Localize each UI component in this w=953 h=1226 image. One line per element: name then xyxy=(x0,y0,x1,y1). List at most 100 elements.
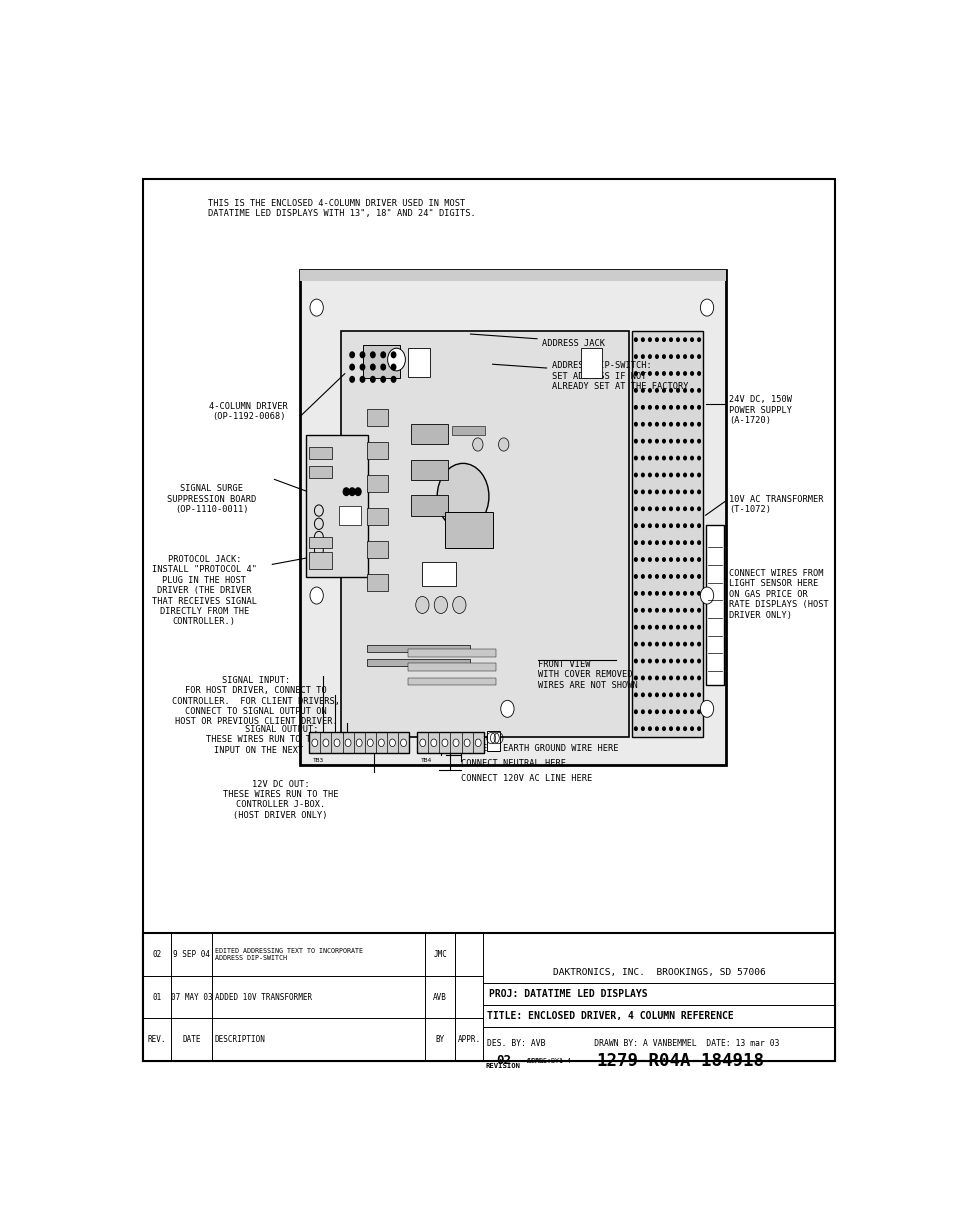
Circle shape xyxy=(690,541,693,544)
Circle shape xyxy=(662,389,664,392)
Circle shape xyxy=(662,727,664,731)
Circle shape xyxy=(655,660,658,663)
Text: JMC: JMC xyxy=(433,950,447,959)
Circle shape xyxy=(697,371,700,375)
Circle shape xyxy=(648,423,651,425)
Text: 24V DC, 150W
POWER SUPPLY
(A-1720): 24V DC, 150W POWER SUPPLY (A-1720) xyxy=(728,396,791,425)
Circle shape xyxy=(683,423,685,425)
Circle shape xyxy=(683,508,685,510)
Bar xyxy=(407,348,429,376)
Bar xyxy=(705,525,723,685)
Circle shape xyxy=(690,473,693,477)
Circle shape xyxy=(676,558,679,562)
Circle shape xyxy=(690,660,693,663)
Circle shape xyxy=(640,456,643,460)
Circle shape xyxy=(683,660,685,663)
Circle shape xyxy=(648,558,651,562)
Circle shape xyxy=(697,575,700,579)
Circle shape xyxy=(648,508,651,510)
Circle shape xyxy=(312,739,317,747)
Bar xyxy=(407,663,496,671)
Circle shape xyxy=(648,406,651,409)
Circle shape xyxy=(640,389,643,392)
Circle shape xyxy=(655,693,658,696)
Circle shape xyxy=(640,490,643,494)
Text: THIS IS THE ENCLOSED 4-COLUMN DRIVER USED IN MOST
DATATIME LED DISPLAYS WITH 13": THIS IS THE ENCLOSED 4-COLUMN DRIVER USE… xyxy=(208,199,476,218)
Text: 9 SEP 04: 9 SEP 04 xyxy=(172,950,210,959)
Circle shape xyxy=(690,592,693,595)
Circle shape xyxy=(683,608,685,612)
Circle shape xyxy=(690,727,693,731)
Circle shape xyxy=(676,541,679,544)
Circle shape xyxy=(370,352,375,358)
Circle shape xyxy=(634,371,637,375)
Text: ADDRESS JACK: ADDRESS JACK xyxy=(541,338,604,348)
Circle shape xyxy=(634,473,637,477)
Circle shape xyxy=(387,348,405,370)
Circle shape xyxy=(662,558,664,562)
Circle shape xyxy=(690,575,693,579)
Text: SIGNAL SURGE
SUPPRESSION BOARD
(OP-1110-0011): SIGNAL SURGE SUPPRESSION BOARD (OP-1110-… xyxy=(167,484,256,514)
Circle shape xyxy=(700,299,713,316)
Bar xyxy=(444,512,492,548)
Circle shape xyxy=(655,524,658,527)
Circle shape xyxy=(676,508,679,510)
Circle shape xyxy=(669,389,672,392)
Circle shape xyxy=(683,592,685,595)
Circle shape xyxy=(640,575,643,579)
Circle shape xyxy=(500,700,514,717)
Circle shape xyxy=(669,558,672,562)
Text: CONNECT EARTH GROUND WIRE HERE: CONNECT EARTH GROUND WIRE HERE xyxy=(460,744,618,753)
Circle shape xyxy=(634,677,637,679)
Circle shape xyxy=(683,473,685,477)
Text: EDITED ADDRESSING TEXT TO INCORPORATE
ADDRESS DIP-SWITCH: EDITED ADDRESSING TEXT TO INCORPORATE AD… xyxy=(214,948,362,961)
Text: REV.: REV. xyxy=(148,1035,166,1045)
Circle shape xyxy=(655,389,658,392)
Circle shape xyxy=(662,642,664,646)
Circle shape xyxy=(648,371,651,375)
Circle shape xyxy=(669,727,672,731)
Circle shape xyxy=(676,371,679,375)
Circle shape xyxy=(655,625,658,629)
Bar xyxy=(308,552,332,569)
Circle shape xyxy=(655,338,658,341)
Text: DATE: DATE xyxy=(182,1035,200,1045)
Circle shape xyxy=(436,463,488,530)
Circle shape xyxy=(690,423,693,425)
Circle shape xyxy=(634,490,637,494)
Circle shape xyxy=(378,739,384,747)
Circle shape xyxy=(634,710,637,714)
Circle shape xyxy=(669,371,672,375)
Circle shape xyxy=(662,710,664,714)
Circle shape xyxy=(697,338,700,341)
Text: AVB: AVB xyxy=(433,993,447,1002)
Circle shape xyxy=(690,456,693,460)
Circle shape xyxy=(453,739,458,747)
Circle shape xyxy=(697,693,700,696)
Circle shape xyxy=(434,597,447,613)
Circle shape xyxy=(640,558,643,562)
Bar xyxy=(300,270,724,765)
Circle shape xyxy=(676,423,679,425)
Circle shape xyxy=(648,338,651,341)
Circle shape xyxy=(472,438,482,451)
Text: APPR. BY:: APPR. BY: xyxy=(526,1058,562,1064)
Circle shape xyxy=(355,739,362,747)
Circle shape xyxy=(355,488,360,495)
Circle shape xyxy=(634,625,637,629)
Circle shape xyxy=(640,439,643,443)
Bar xyxy=(411,424,448,445)
Circle shape xyxy=(634,456,637,460)
Circle shape xyxy=(350,364,354,370)
Circle shape xyxy=(634,575,637,579)
Circle shape xyxy=(669,423,672,425)
Circle shape xyxy=(640,677,643,679)
Circle shape xyxy=(662,354,664,358)
Circle shape xyxy=(676,642,679,646)
Circle shape xyxy=(391,364,395,370)
Circle shape xyxy=(648,473,651,477)
Circle shape xyxy=(648,727,651,731)
Circle shape xyxy=(648,439,651,443)
Circle shape xyxy=(676,575,679,579)
Circle shape xyxy=(697,354,700,358)
